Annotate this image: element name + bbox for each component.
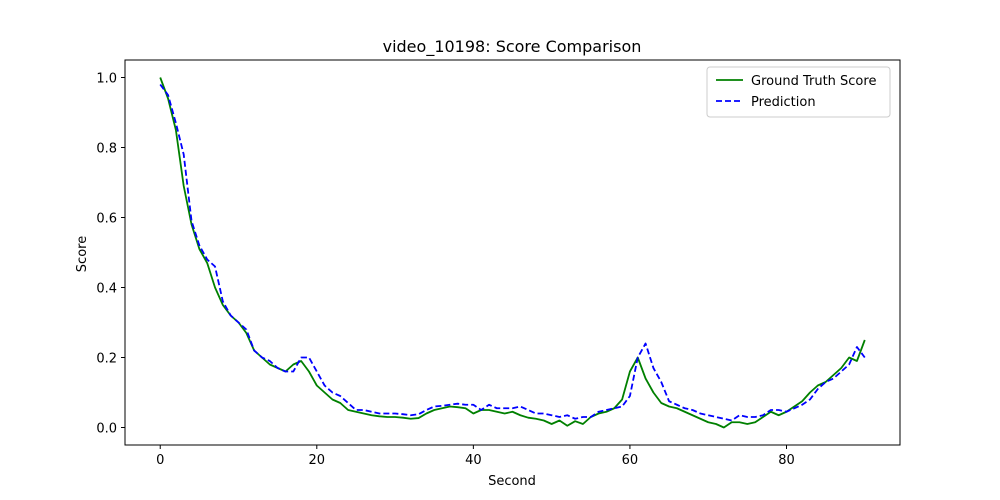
- x-axis-label: Second: [488, 474, 536, 489]
- x-tick-label: 40: [465, 453, 482, 468]
- x-tick-label: 0: [156, 453, 164, 468]
- legend-box: [706, 66, 891, 118]
- x-tick-label: 80: [778, 453, 795, 468]
- chart-title: video_10198: Score Comparison: [383, 37, 642, 57]
- y-tick-label: 0.4: [96, 282, 117, 297]
- y-tick-label: 0.6: [96, 212, 117, 227]
- axes-layer: 0 20 40 60 80 0.0 0.2 0.4 0.6 0.8 1.0: [96, 59, 901, 468]
- axes-frame: [124, 59, 901, 446]
- y-axis-label: Score: [75, 236, 90, 272]
- series-layer: [159, 77, 866, 429]
- y-tick-label: 0.2: [96, 352, 117, 367]
- y-tick-label: 0.0: [96, 422, 117, 437]
- legend-label-ground-truth: Ground Truth Score: [751, 74, 876, 89]
- x-tick-label: 60: [622, 453, 639, 468]
- y-tick-label: 0.8: [96, 142, 117, 157]
- legend-label-prediction: Prediction: [751, 95, 816, 110]
- series-line-prediction: [159, 83, 866, 422]
- y-tick-label: 1.0: [96, 72, 117, 87]
- x-tick-label: 20: [309, 453, 326, 468]
- legend: Ground Truth Score Prediction: [706, 66, 891, 118]
